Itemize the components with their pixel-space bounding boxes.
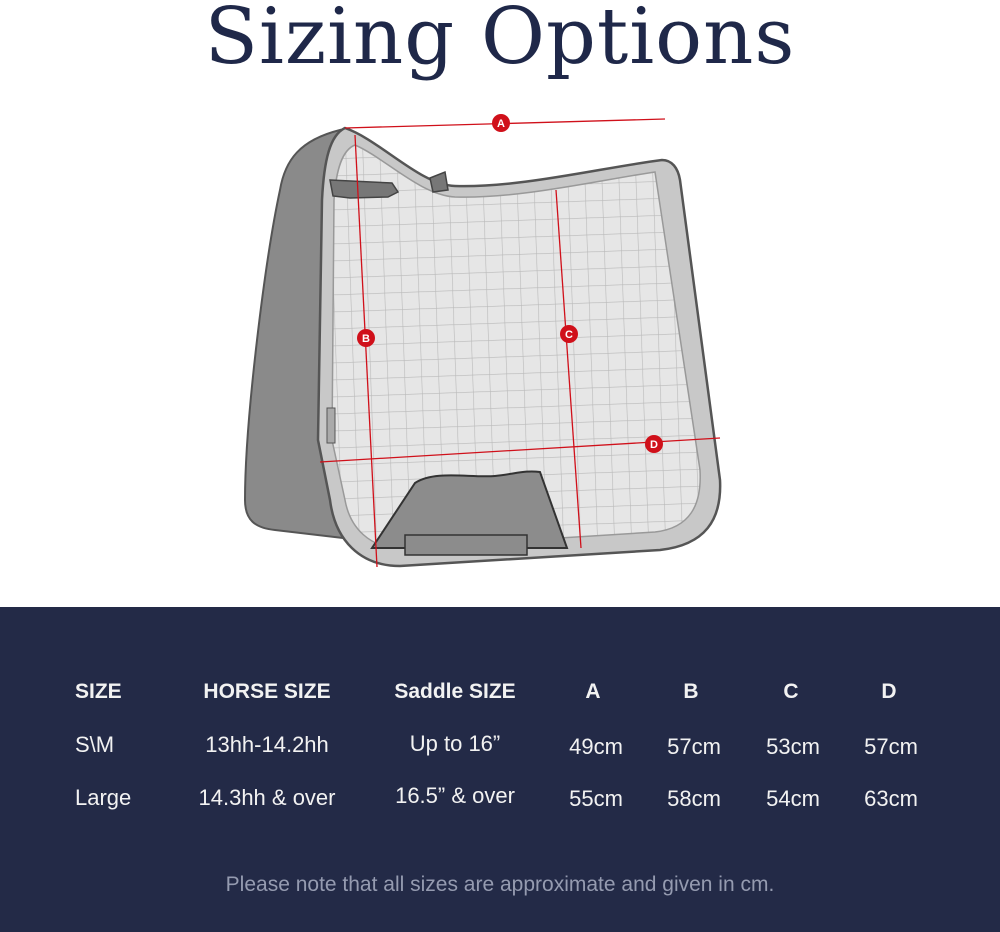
cell-b: 57cm [667, 734, 721, 759]
svg-text:B: B [362, 333, 370, 345]
cell-saddle-size: 16.5” & over [395, 783, 515, 808]
grip-patch [370, 470, 569, 549]
cell-b: 58cm [667, 786, 721, 811]
cell-horse-size: 14.3hh & over [198, 785, 336, 810]
cell-size: S\M [75, 732, 115, 757]
cell-saddle-size: Up to 16” [409, 731, 501, 756]
svg-text:C: C [565, 329, 573, 341]
header-d: D [881, 680, 897, 703]
header-c: C [783, 680, 799, 703]
saddle-pad-diagram: A B C D [243, 114, 722, 568]
girth-strap-holder [329, 179, 400, 199]
header-b: B [683, 680, 699, 703]
cell-a: 55cm [569, 786, 623, 811]
svg-text:A: A [497, 118, 505, 130]
marker-c: C [560, 325, 578, 343]
d-ring-tab [429, 170, 449, 193]
line-c [555, 189, 582, 549]
marker-a: A [492, 114, 510, 132]
cell-d: 57cm [864, 734, 918, 759]
cell-c: 53cm [766, 734, 820, 759]
header-a: A [585, 680, 601, 703]
pad-quilted-area [331, 144, 701, 549]
marker-d: D [645, 435, 663, 453]
header-size: SIZE [75, 680, 122, 703]
svg-text:D: D [650, 439, 658, 451]
header-saddle-size: Saddle SIZE [394, 680, 516, 703]
cell-c: 54cm [766, 786, 820, 811]
patch-label [404, 534, 528, 556]
cell-d: 63cm [864, 786, 918, 811]
cell-size: Large [75, 785, 132, 810]
cell-horse-size: 13hh-14.2hh [205, 732, 329, 757]
size-table-panel: SIZE HORSE SIZE Saddle SIZE A B C D S\M … [0, 607, 1000, 932]
line-b [354, 134, 378, 568]
marker-b: B [357, 329, 375, 347]
brand-tag [326, 407, 336, 444]
page-title: Sizing Options [204, 0, 796, 82]
approximation-note: Please note that all sizes are approxima… [225, 873, 775, 896]
header-horse-size: HORSE SIZE [203, 680, 331, 703]
cell-a: 49cm [569, 734, 623, 759]
